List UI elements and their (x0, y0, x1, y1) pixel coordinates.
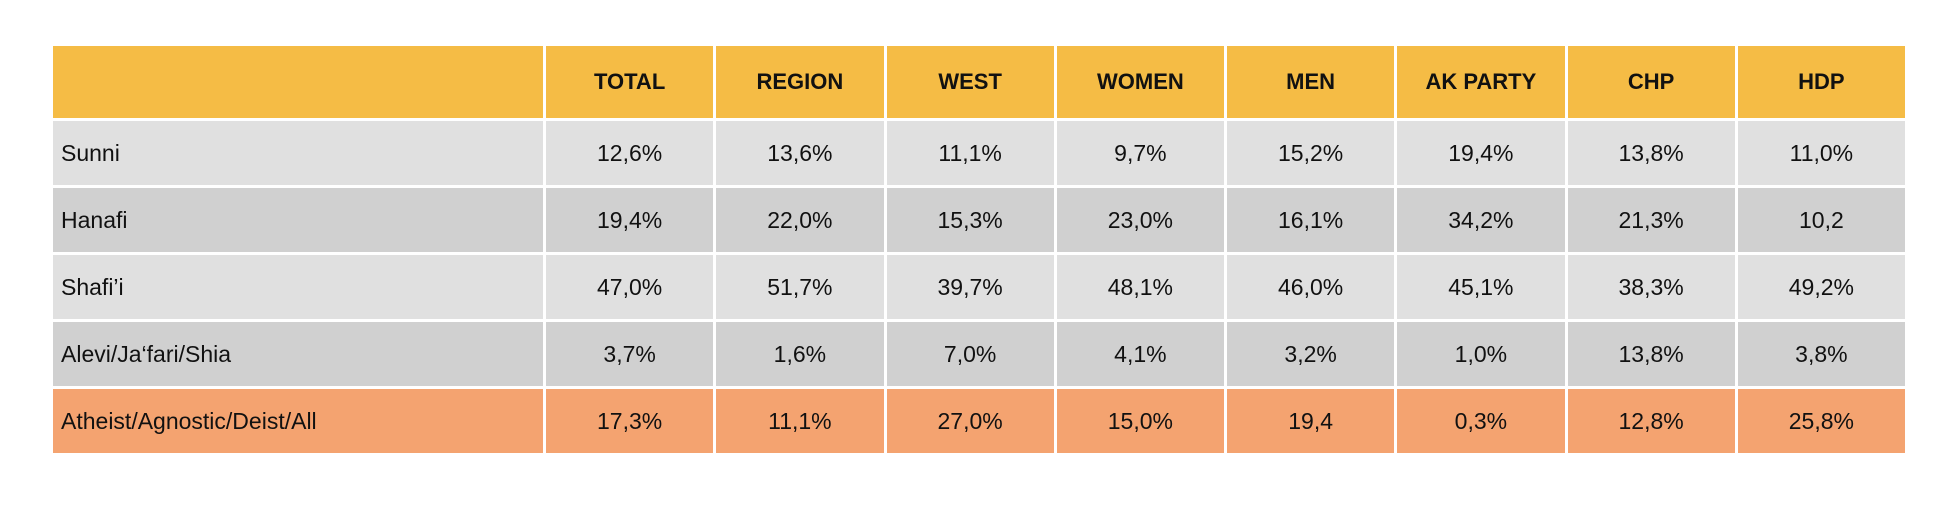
table-header: TOTAL REGION WEST WOMEN MEN AK PARTY CHP HDP (50, 43, 1909, 121)
table-cell: 1,0% (1394, 319, 1568, 389)
table-cell: 23,0% (1053, 185, 1228, 255)
table-cell: 11,0% (1734, 118, 1909, 188)
table-cell: 39,7% (883, 252, 1057, 322)
table-cell: 25,8% (1734, 386, 1909, 456)
table-cell: 47,0% (542, 252, 717, 322)
row-label: Atheist/Agnostic/Deist/All (50, 386, 546, 456)
row-label: Sunni (50, 118, 546, 188)
column-header-region: REGION (713, 43, 887, 121)
table-cell: 19,4% (542, 185, 717, 255)
table-cell: 34,2% (1394, 185, 1568, 255)
table-cell: 38,3% (1564, 252, 1738, 322)
column-header-chp: CHP (1564, 43, 1738, 121)
table-row: Hanafi 19,4% 22,0% 15,3% 23,0% 16,1% 34,2% 21,3… (50, 185, 1909, 255)
column-header-men: MEN (1223, 43, 1398, 121)
table-cell: 13,6% (713, 118, 887, 188)
table-cell: 3,7% (542, 319, 717, 389)
table-row: Sunni 12,6% 13,6% 11,1% 9,7% 15,2% 19,4% 13,8% 1… (50, 118, 1909, 188)
survey-table-container: TOTAL REGION WEST WOMEN MEN AK PARTY CHP HDP Su… (50, 43, 1909, 456)
survey-table: TOTAL REGION WEST WOMEN MEN AK PARTY CHP HDP Su… (50, 43, 1909, 456)
column-header-women: WOMEN (1053, 43, 1228, 121)
table-cell: 17,3% (542, 386, 717, 456)
table-cell: 19,4 (1223, 386, 1398, 456)
table-cell: 13,8% (1564, 118, 1738, 188)
table-cell: 3,2% (1223, 319, 1398, 389)
table-cell: 15,3% (883, 185, 1057, 255)
table-cell: 21,3% (1564, 185, 1738, 255)
table-cell: 3,8% (1734, 319, 1909, 389)
table-cell: 11,1% (883, 118, 1057, 188)
table-cell: 46,0% (1223, 252, 1398, 322)
table-cell: 13,8% (1564, 319, 1738, 389)
header-corner-cell (50, 43, 546, 121)
table-cell: 49,2% (1734, 252, 1909, 322)
table-cell: 22,0% (713, 185, 887, 255)
table-cell: 7,0% (883, 319, 1057, 389)
table-cell: 51,7% (713, 252, 887, 322)
column-header-hdp: HDP (1734, 43, 1909, 121)
table-cell: 0,3% (1394, 386, 1568, 456)
column-header-total: TOTAL (542, 43, 717, 121)
table-cell: 12,6% (542, 118, 717, 188)
table-row: Shafi’i 47,0% 51,7% 39,7% 48,1% 46,0% 45,1% 38,… (50, 252, 1909, 322)
table-cell: 27,0% (883, 386, 1057, 456)
table-cell: 48,1% (1053, 252, 1228, 322)
table-cell: 4,1% (1053, 319, 1228, 389)
row-label: Hanafi (50, 185, 546, 255)
table-row: Atheist/Agnostic/Deist/All 17,3% 11,1% 27,0… (50, 386, 1909, 456)
table-cell: 15,0% (1053, 386, 1228, 456)
table-cell: 9,7% (1053, 118, 1228, 188)
table-row: Alevi/Ja‘fari/Shia 3,7% 1,6% 7,0% 4,1% 3,2% 1,… (50, 319, 1909, 389)
column-header-west: WEST (883, 43, 1057, 121)
table-cell: 19,4% (1394, 118, 1568, 188)
table-cell: 16,1% (1223, 185, 1398, 255)
table-body: Sunni 12,6% 13,6% 11,1% 9,7% 15,2% 19,4% 13,8% 1… (50, 118, 1909, 456)
header-row: TOTAL REGION WEST WOMEN MEN AK PARTY CHP HDP (50, 43, 1909, 121)
table-cell: 11,1% (713, 386, 887, 456)
table-cell: 12,8% (1564, 386, 1738, 456)
table-cell: 1,6% (713, 319, 887, 389)
row-label: Alevi/Ja‘fari/Shia (50, 319, 546, 389)
column-header-ak-party: AK PARTY (1394, 43, 1568, 121)
table-cell: 45,1% (1394, 252, 1568, 322)
table-cell: 15,2% (1223, 118, 1398, 188)
table-cell: 10,2 (1734, 185, 1909, 255)
row-label: Shafi’i (50, 252, 546, 322)
